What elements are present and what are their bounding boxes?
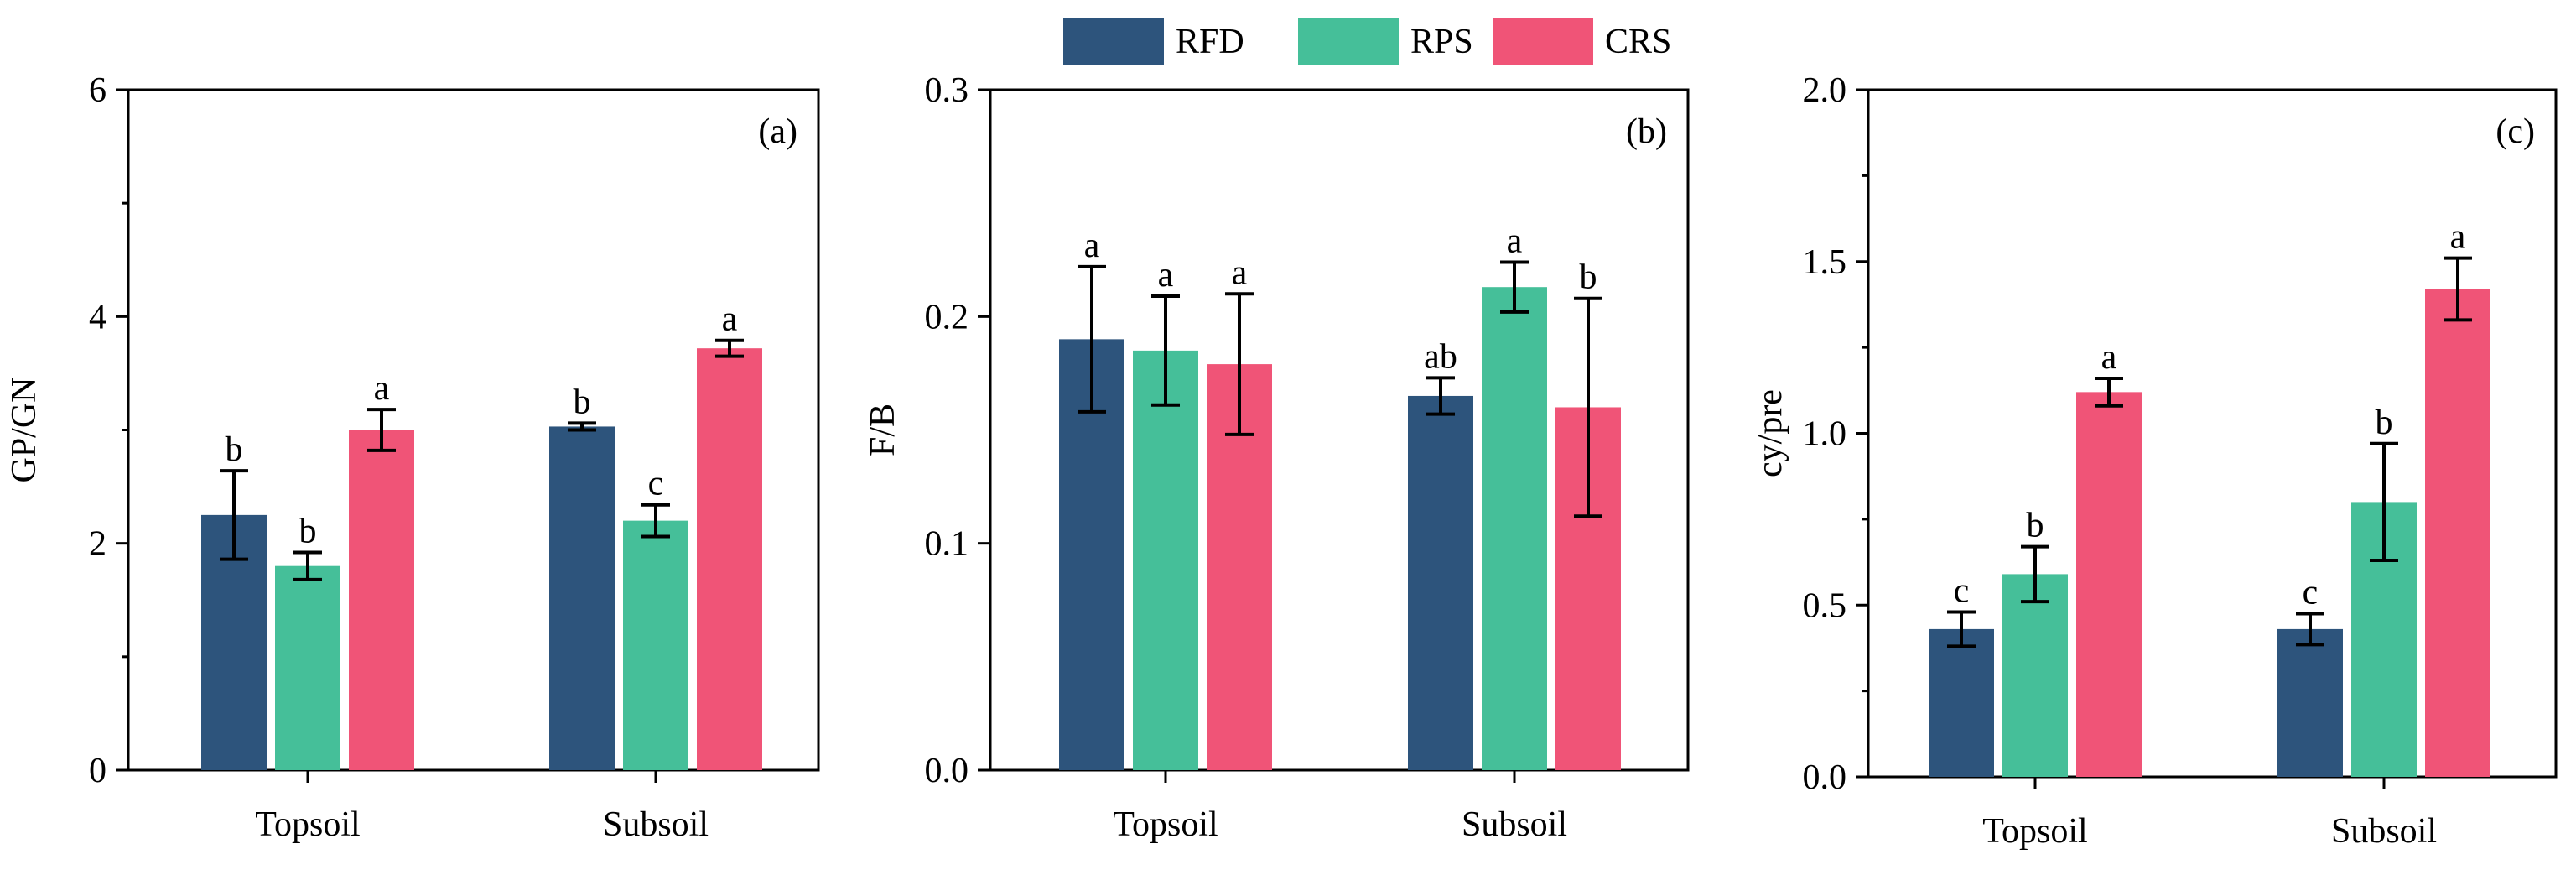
significance-letter: b [1580,258,1597,297]
bar [1133,350,1198,770]
significance-letter: a [1158,256,1174,294]
y-tick-label: 1.5 [1803,243,1847,282]
bar [1929,628,1994,777]
y-tick-label: 1.0 [1803,415,1847,454]
legend-label: RPS [1410,23,1473,61]
significance-letter: c [648,465,664,503]
y-tick-label: 0.3 [925,71,969,110]
y-tick-label: 0.5 [1803,586,1847,625]
x-tick-label: Topsoil [255,805,360,844]
bar [623,520,688,770]
legend-item-crs: CRS [1493,18,1671,65]
legend-swatch [1063,18,1164,65]
significance-letter: a [2101,338,2117,377]
bar [2425,289,2490,777]
series-crs: aa [2076,218,2490,777]
bar [275,565,340,770]
bar [1482,287,1547,770]
significance-letter: a [2450,218,2466,257]
series-crs: aa [349,300,762,770]
significance-letter: a [1232,253,1248,292]
y-tick-label: 4 [89,298,106,336]
legend-label: CRS [1605,23,1671,61]
significance-letter: b [299,512,317,550]
panel-label: (b) [1626,112,1667,151]
bar [2002,574,2068,777]
series-rps: aa [1133,221,1547,770]
series-rfd: bb [201,383,615,770]
bar [2076,392,2142,777]
x-tick-label: Subsoil [603,805,709,844]
series-rfd: a ab [1059,227,1473,770]
significance-letter: a [722,300,738,339]
x-tick-label: Topsoil [1982,812,2087,851]
legend-swatch [1493,18,1593,65]
series-rps: bb [2002,404,2417,777]
y-tick-label: 0 [89,752,106,790]
y-axis-title: F/B [864,404,902,456]
panel-label: (c) [2496,112,2535,151]
significance-letter: a [1084,227,1100,265]
y-axis-title: cy/pre [1751,389,1789,477]
significance-letter: b [574,383,591,421]
y-tick-label: 6 [89,71,106,110]
significance-letter: c [1954,571,1970,610]
bar [549,426,615,770]
significance-letter: a [374,369,390,408]
bar [697,348,762,770]
bar [349,430,414,770]
legend-swatch [1298,18,1399,65]
y-tick-label: 0.0 [1803,758,1847,797]
significance-letter: b [226,430,243,469]
y-tick-label: 0.2 [925,298,969,336]
bar [1408,395,1473,770]
series-rps: bc [275,465,688,770]
legend-item-rps: RPS [1298,18,1473,65]
y-tick-label: 0.1 [925,525,969,564]
significance-letter: c [2303,573,2319,612]
y-tick-label: 2.0 [1803,71,1847,110]
panel-label: (a) [758,112,797,151]
y-tick-label: 2 [89,525,106,564]
bar [2277,628,2343,777]
y-axis-title: GP/GN [5,377,44,482]
x-tick-label: Subsoil [2331,812,2437,851]
legend-label: RFD [1176,23,1244,61]
x-tick-label: Subsoil [1462,805,1567,844]
significance-letter: a [1507,221,1523,260]
x-tick-label: Topsoil [1113,805,1218,844]
y-tick-label: 0.0 [925,752,969,790]
legend: RFD RPS CRS [1063,18,1671,65]
significance-letter: b [2376,404,2393,442]
plot-frame [989,88,1690,772]
significance-letter: ab [1424,337,1457,376]
legend-item-rfd: RFD [1063,18,1244,65]
significance-letter: b [2027,507,2044,545]
